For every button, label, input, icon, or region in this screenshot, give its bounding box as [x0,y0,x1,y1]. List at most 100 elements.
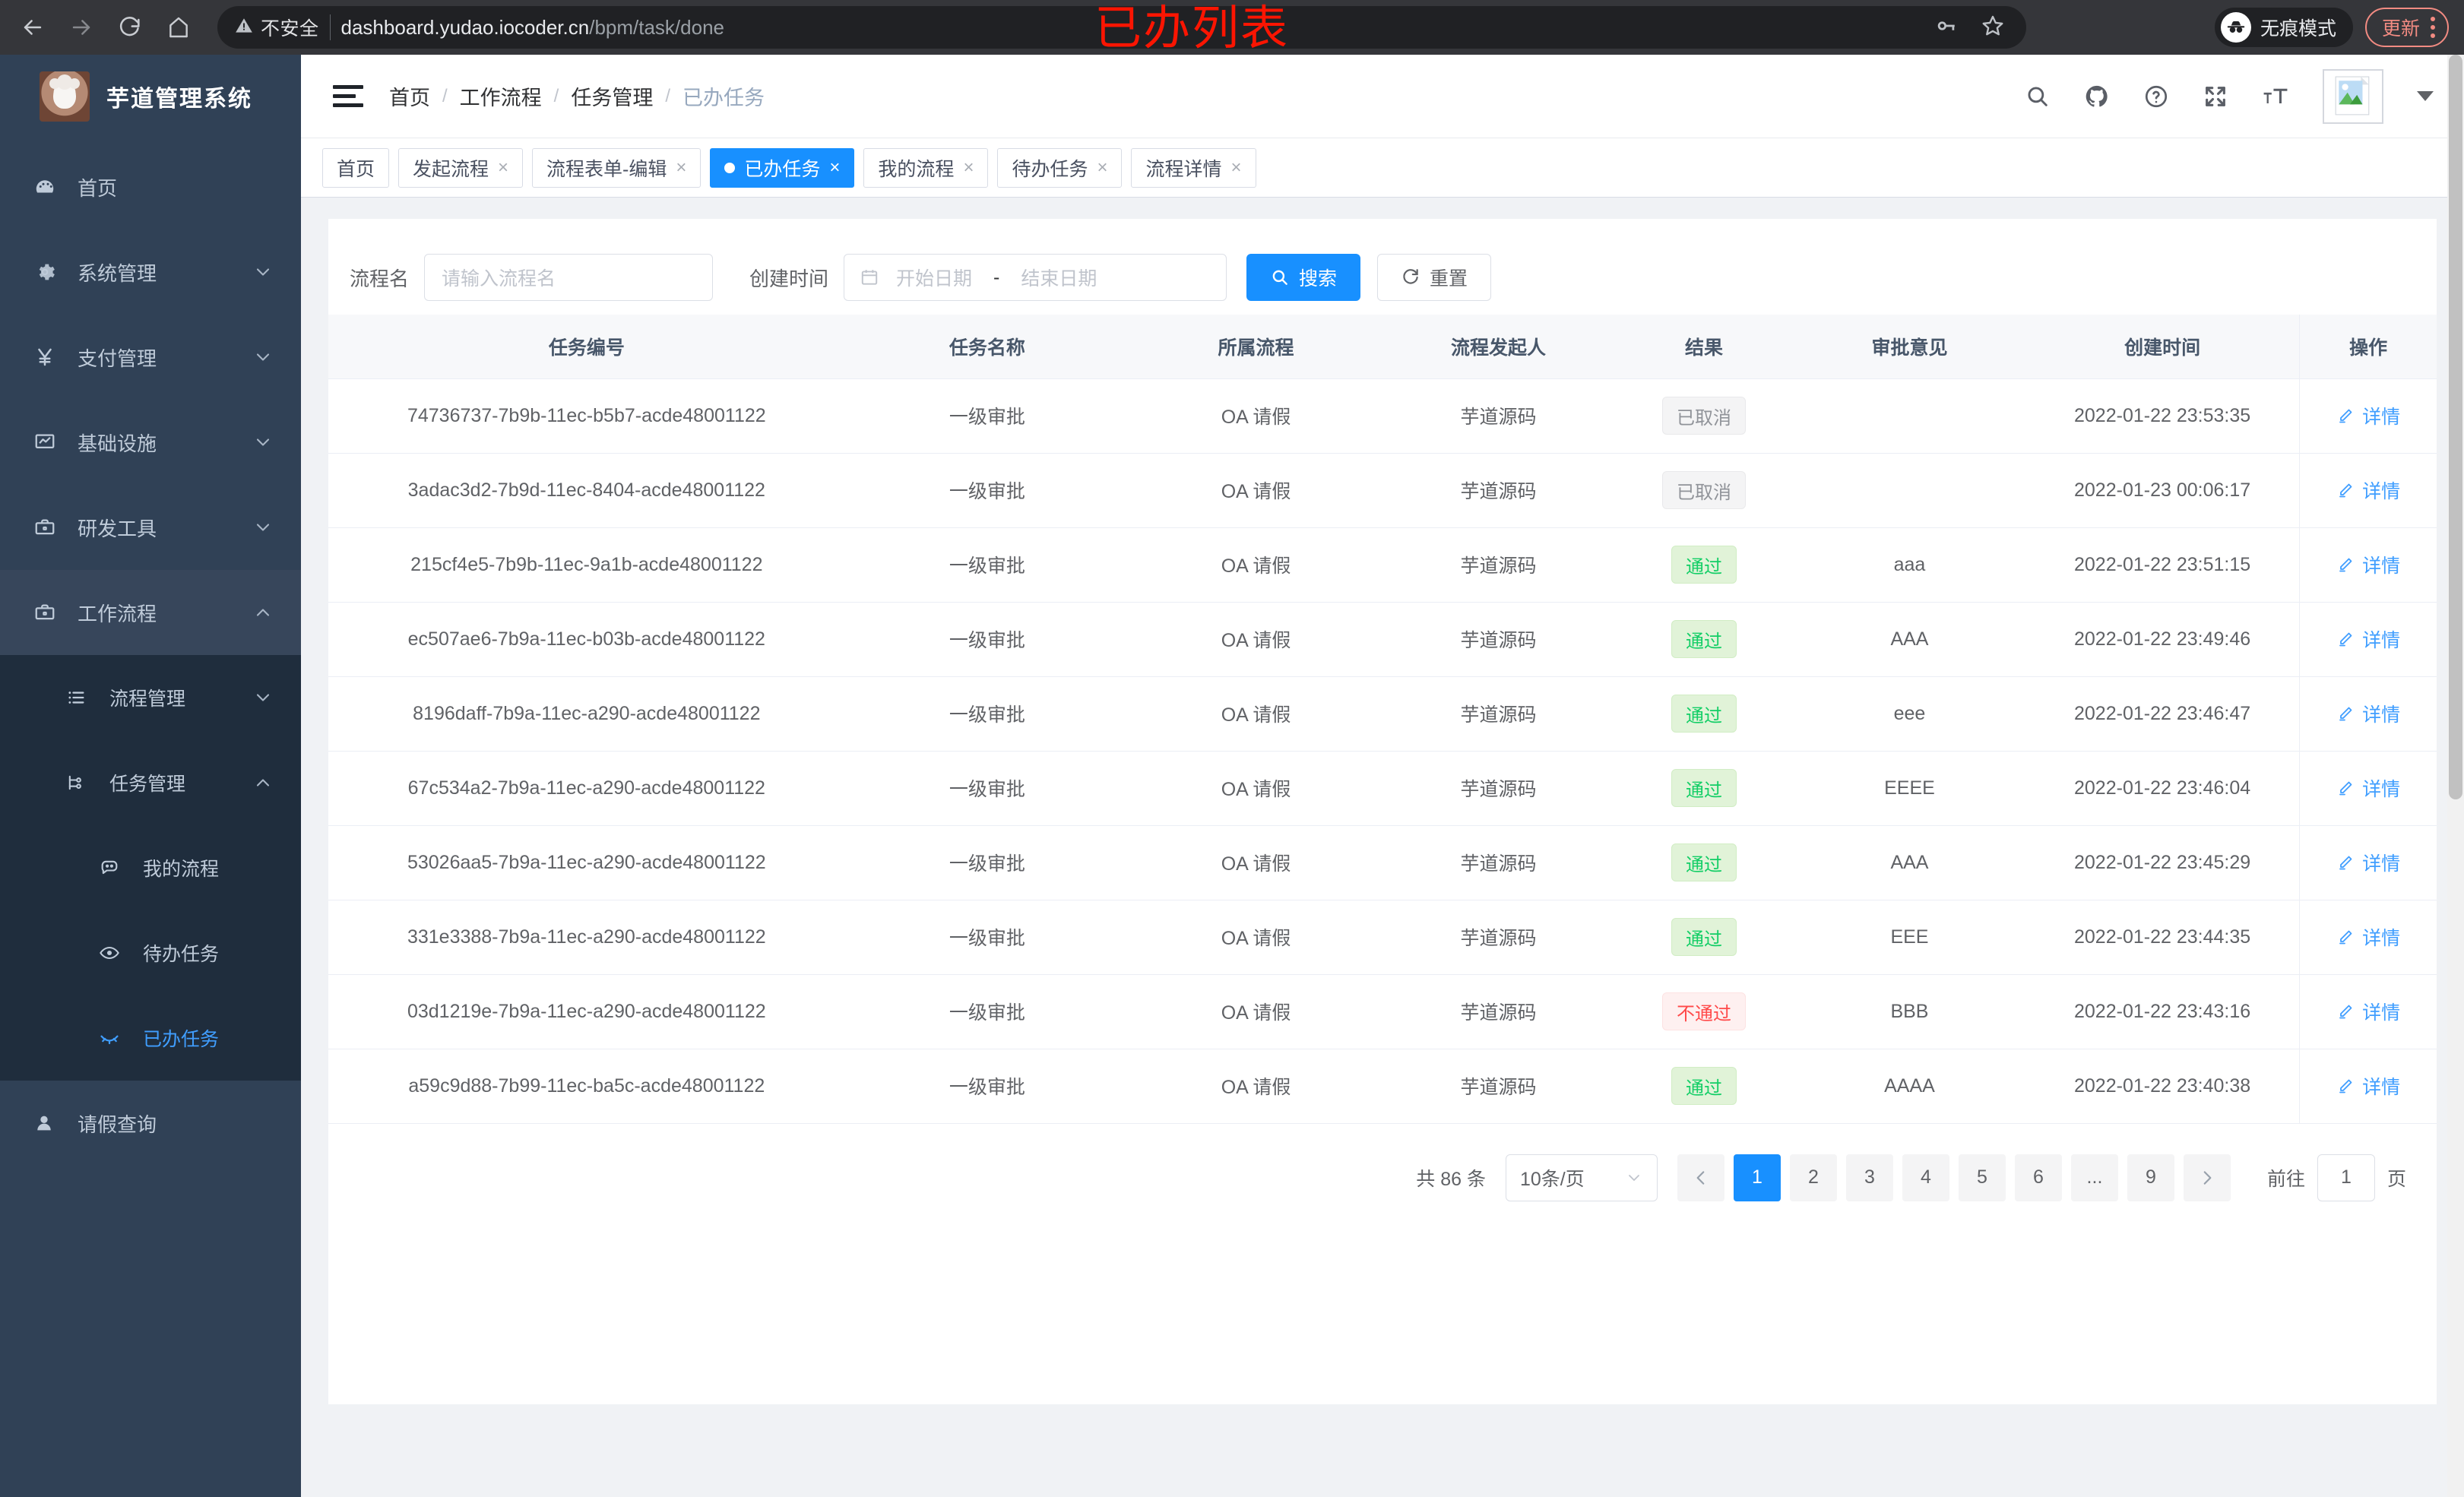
avatar[interactable] [2323,68,2383,124]
sidebar-item-infrastructure[interactable]: 基础设施 [0,400,301,485]
close-icon[interactable]: × [1230,157,1242,178]
back-button[interactable] [11,5,55,49]
sidebar-item-leave-query[interactable]: 请假查询 [0,1081,301,1166]
breadcrumb-item-home[interactable]: 首页 [389,87,430,109]
create-time-daterange[interactable]: 开始日期 - 结束日期 [844,254,1227,301]
close-icon[interactable]: × [676,157,687,178]
warning-triangle-icon [234,16,254,40]
detail-button[interactable]: 详情 [2336,923,2400,951]
pagination-page-button[interactable]: 3 [1845,1154,1893,1201]
incognito-indicator[interactable]: 无痕模式 [2214,8,2353,47]
cell-task-id: 03d1219e-7b9a-11ec-a290-acde48001122 [328,974,845,1049]
breadcrumb-item-task-management[interactable]: 任务管理 [571,87,654,109]
reset-button[interactable]: 重置 [1377,254,1492,301]
sidebar-item-workflow[interactable]: 工作流程 [0,570,301,655]
breadcrumb-item-workflow[interactable]: 工作流程 [459,87,542,109]
column-header-opinion: 审批意见 [1793,315,2026,379]
pagination-page-button[interactable]: 5 [1958,1154,2006,1201]
status-badge: 通过 [1671,918,1737,956]
pagination-ellipsis[interactable]: ... [2070,1154,2118,1201]
sidebar-item-devtools[interactable]: 研发工具 [0,485,301,570]
edit-icon [2336,704,2355,723]
cell-opinion: AAA [1793,602,2026,677]
sidebar-submenu-task: 我的流程 待办任务 已办任务 [0,825,301,1081]
update-button[interactable]: 更新 [2364,8,2449,47]
tab-process-form-edit[interactable]: 流程表单-编辑 × [532,147,702,188]
scrollbar-thumb[interactable] [2449,55,2462,799]
jump-page-input[interactable]: 1 [2317,1154,2375,1201]
sidebar-item-todo-task[interactable]: 待办任务 [0,910,301,995]
home-button[interactable] [157,5,201,49]
reload-button[interactable] [108,5,152,49]
close-icon[interactable]: × [963,157,974,178]
sidebar-item-process-management[interactable]: 流程管理 [0,655,301,740]
font-size-icon[interactable] [2262,84,2289,109]
cell-created-time: 2022-01-22 23:46:04 [2025,751,2300,826]
calendar-icon [860,267,879,287]
tab-my-process[interactable]: 我的流程 × [863,147,989,188]
brand[interactable]: 芋道管理系统 [0,55,301,138]
page-scrollbar[interactable] [2447,55,2464,1497]
pagination-page-button[interactable]: 9 [2127,1154,2174,1201]
pagination-prev-button[interactable] [1677,1154,1724,1201]
detail-button[interactable]: 详情 [2336,774,2400,802]
pagination-page-button[interactable]: 2 [1789,1154,1837,1201]
sidebar-item-task-management[interactable]: 任务管理 [0,740,301,825]
security-indicator[interactable]: 不安全 [234,14,319,41]
detail-button[interactable]: 详情 [2336,476,2400,504]
tab-todo-task[interactable]: 待办任务 × [997,147,1123,188]
content-panel: 流程名 请输入流程名 创建时间 开始日期 - 结束日期 [328,219,2437,1404]
briefcase-icon [33,516,67,539]
chevron-down-icon[interactable] [2417,91,2434,101]
pagination-page-button[interactable]: 1 [1733,1154,1781,1201]
sidebar-item-my-process[interactable]: 我的流程 [0,825,301,910]
pagination-page-button[interactable]: 4 [1902,1154,1949,1201]
sidebar-item-payment[interactable]: 支付管理 [0,315,301,400]
tab-home[interactable]: 首页 [322,147,390,188]
kebab-menu-icon[interactable] [2431,17,2435,38]
sidebar-item-home[interactable]: 首页 [0,144,301,229]
sidebar-item-system[interactable]: 系统管理 [0,229,301,315]
key-icon[interactable] [1935,14,1958,41]
tab-start-process[interactable]: 发起流程 × [398,147,524,188]
forward-button[interactable] [59,5,103,49]
status-badge: 通过 [1671,695,1737,733]
sidebar-item-done-task[interactable]: 已办任务 [0,995,301,1081]
close-icon[interactable]: × [498,157,509,178]
sidebar-item-label: 任务管理 [109,774,186,795]
help-icon[interactable] [2143,84,2169,109]
pagination-page-button[interactable]: 6 [2014,1154,2062,1201]
hamburger-icon[interactable] [333,85,363,107]
detail-button[interactable]: 详情 [2336,1072,2400,1100]
browser-chrome: 不安全 dashboard.yudao.iocoder.cn/bpm/task/… [0,0,2464,55]
close-icon[interactable]: × [1097,157,1108,178]
detail-button[interactable]: 详情 [2336,998,2400,1025]
url-text: dashboard.yudao.iocoder.cn/bpm/task/done [341,16,724,40]
edit-icon [2336,630,2355,648]
detail-button[interactable]: 详情 [2336,402,2400,429]
status-badge: 已取消 [1662,471,1747,509]
tab-process-detail[interactable]: 流程详情 × [1131,147,1256,188]
pagination-next-button[interactable] [2183,1154,2231,1201]
omnibox-divider [329,14,331,40]
process-name-input[interactable]: 请输入流程名 [424,254,714,301]
github-icon[interactable] [2084,84,2110,109]
cell-operation: 详情 [2299,900,2437,975]
close-icon[interactable]: × [829,157,841,178]
sidebar-item-label: 首页 [78,176,118,200]
star-icon[interactable] [1981,14,2005,42]
detail-button[interactable]: 详情 [2336,849,2400,876]
address-bar[interactable]: 不安全 dashboard.yudao.iocoder.cn/bpm/task/… [217,6,2026,49]
search-button[interactable]: 搜索 [1246,254,1361,301]
content-area: 流程名 请输入流程名 创建时间 开始日期 - 结束日期 [301,198,2464,1497]
chevron-down-icon [252,687,274,708]
cell-operation: 详情 [2299,751,2437,826]
tab-done-task[interactable]: 已办任务 × [710,147,855,188]
detail-button[interactable]: 详情 [2336,625,2400,653]
fullscreen-icon[interactable] [2203,84,2228,109]
search-icon[interactable] [2025,84,2051,109]
detail-button[interactable]: 详情 [2336,700,2400,727]
page-size-select[interactable]: 10条/页 [1505,1154,1658,1201]
detail-button[interactable]: 详情 [2336,551,2400,578]
browser-nav-buttons [0,5,201,49]
